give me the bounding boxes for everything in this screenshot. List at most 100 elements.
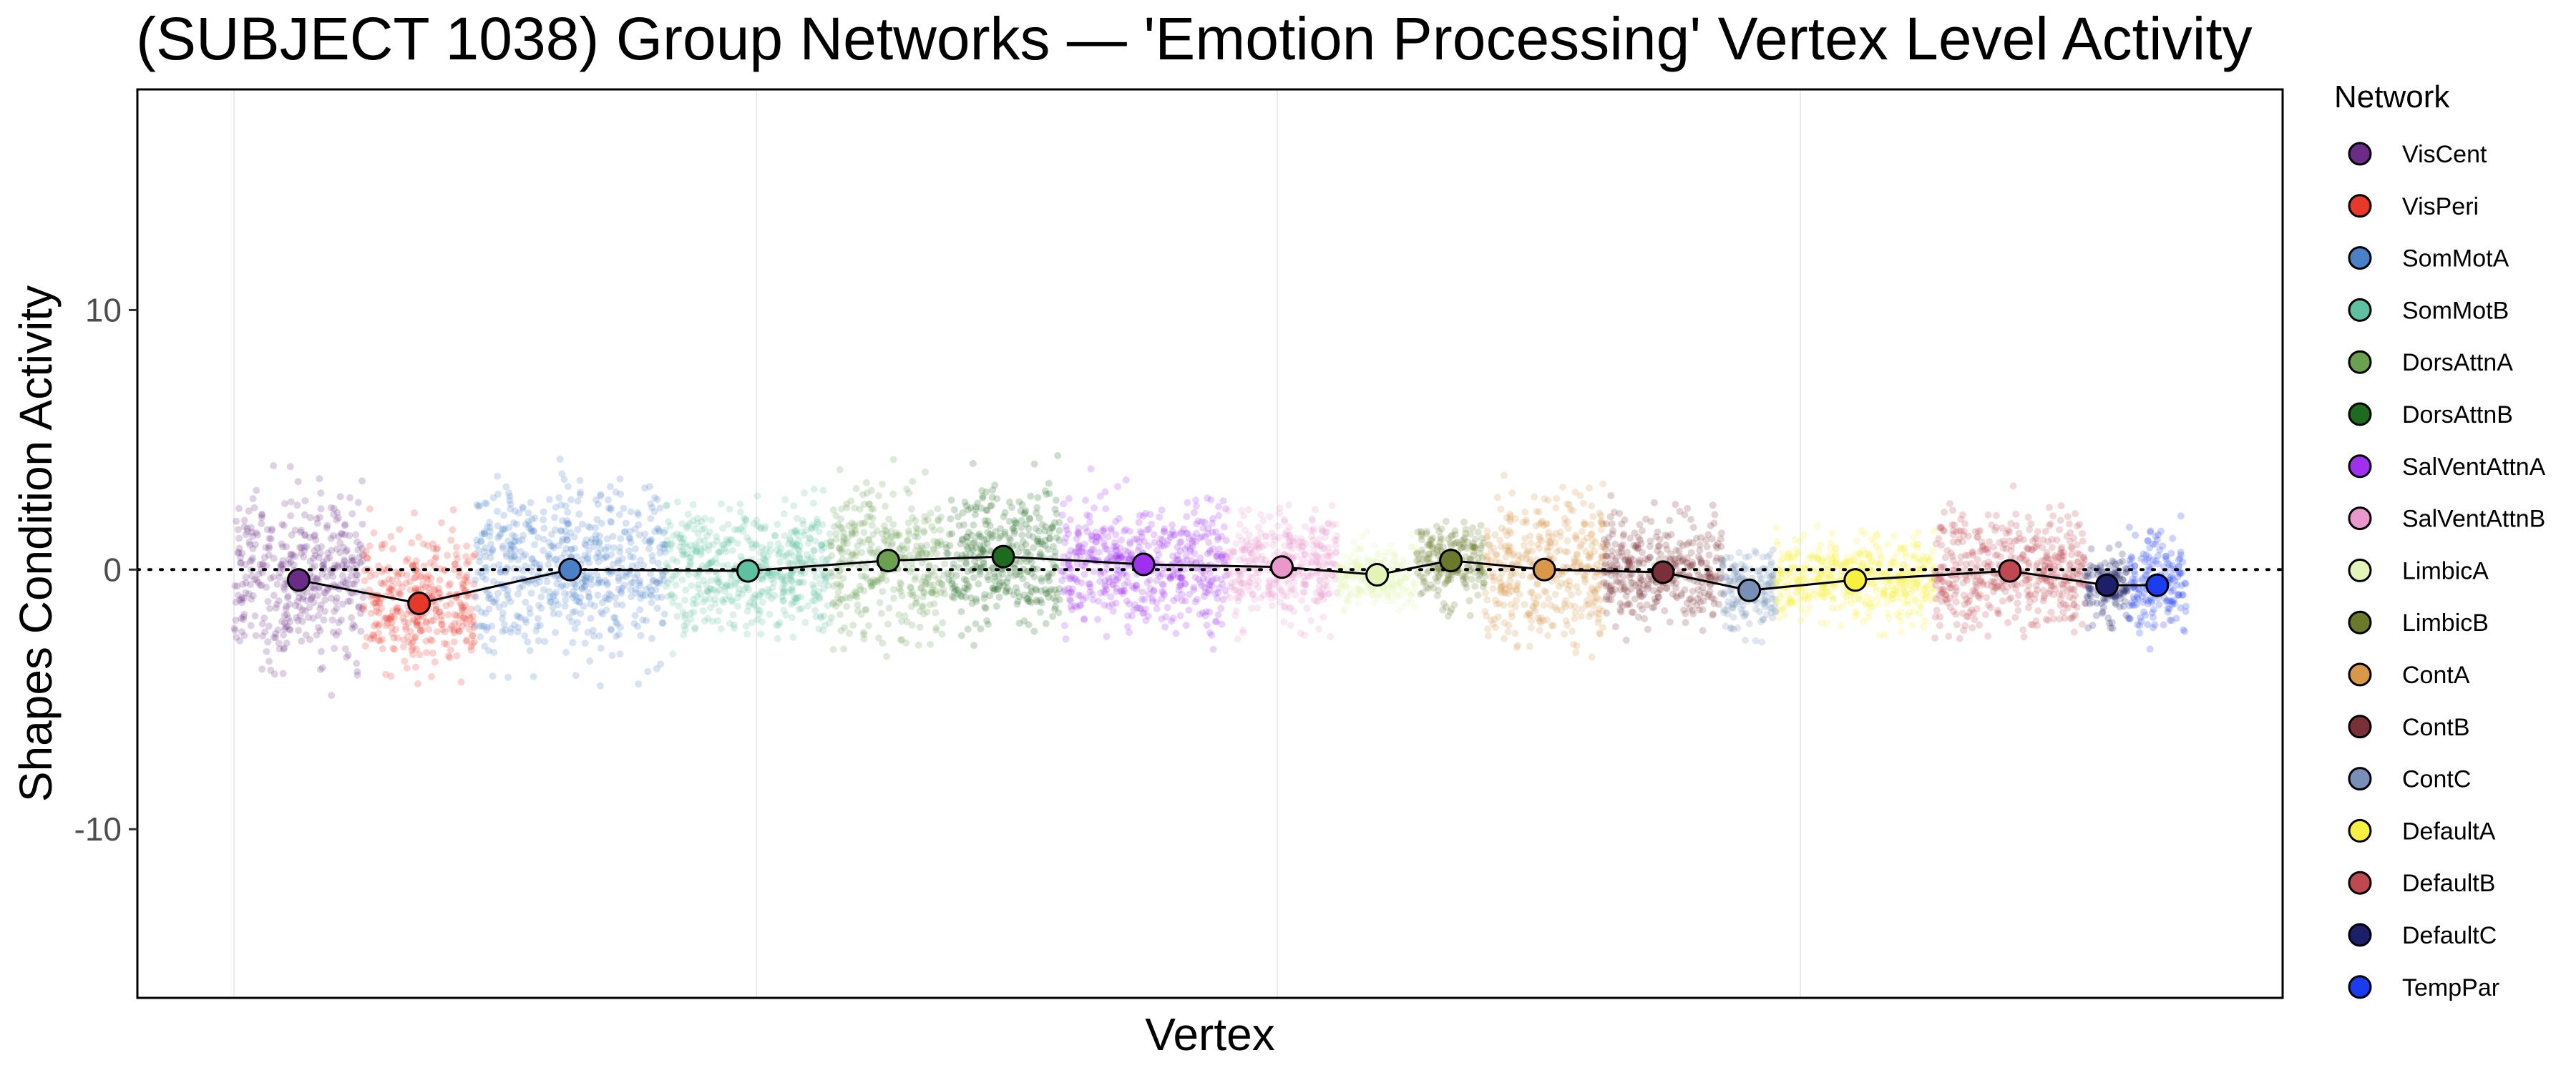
- vertex-point: [817, 542, 825, 549]
- vertex-point: [691, 525, 698, 533]
- vertex-point: [772, 571, 780, 579]
- vertex-point: [489, 494, 497, 501]
- vertex-point: [943, 549, 951, 557]
- vertex-point: [286, 625, 293, 633]
- vertex-point: [1020, 591, 1028, 599]
- vertex-point: [693, 573, 701, 581]
- vertex-point: [1345, 572, 1352, 580]
- vertex-point: [776, 549, 784, 557]
- vertex-point: [639, 591, 647, 599]
- vertex-point: [332, 598, 340, 605]
- vertex-point: [860, 500, 868, 508]
- vertex-point: [1397, 574, 1405, 582]
- vertex-point: [555, 601, 562, 609]
- vertex-point: [1273, 577, 1281, 584]
- vertex-point: [1417, 590, 1425, 598]
- vertex-point: [1176, 612, 1184, 619]
- vertex-point: [668, 590, 675, 598]
- vertex-point: [479, 573, 487, 581]
- vertex-point: [947, 571, 955, 579]
- vertex-point: [550, 609, 557, 617]
- vertex-point: [784, 540, 792, 548]
- vertex-point: [390, 634, 398, 642]
- vertex-point: [1042, 619, 1050, 627]
- vertex-point: [267, 535, 275, 543]
- vertex-point: [736, 500, 744, 508]
- vertex-point: [797, 593, 805, 601]
- vertex-point: [580, 602, 587, 610]
- vertex-point: [522, 616, 530, 624]
- vertex-point: [898, 592, 906, 600]
- vertex-point: [677, 535, 685, 542]
- vertex-point: [715, 578, 723, 586]
- vertex-point: [315, 554, 323, 562]
- vertex-point: [1078, 547, 1085, 555]
- vertex-point: [1324, 590, 1332, 598]
- vertex-point: [986, 522, 994, 529]
- vertex-point: [615, 557, 623, 564]
- vertex-point: [1588, 653, 1596, 661]
- vertex-point: [1735, 549, 1743, 557]
- vertex-point: [467, 646, 475, 654]
- vertex-point: [465, 612, 473, 619]
- vertex-point: [438, 620, 446, 628]
- vertex-point: [764, 592, 772, 599]
- vertex-point: [559, 536, 567, 543]
- vertex-point: [449, 526, 457, 534]
- vertex-point: [572, 553, 580, 561]
- vertex-point: [1297, 538, 1304, 546]
- vertex-point: [1239, 626, 1247, 634]
- vertex-point: [1106, 578, 1113, 586]
- vertex-point: [1048, 569, 1056, 577]
- vertex-point: [919, 544, 927, 552]
- vertex-point: [642, 592, 650, 599]
- vertex-point: [1123, 597, 1131, 605]
- vertex-point: [1896, 613, 1903, 621]
- vertex-point: [587, 600, 595, 608]
- vertex-point: [987, 501, 995, 509]
- vertex-point: [799, 520, 807, 528]
- vertex-point: [1063, 526, 1070, 534]
- vertex-point: [729, 611, 737, 619]
- vertex-point: [1392, 562, 1400, 569]
- vertex-point: [1721, 588, 1729, 596]
- vertex-point: [756, 558, 763, 566]
- vertex-point: [441, 640, 448, 647]
- vertex-point: [862, 479, 870, 486]
- vertex-point: [495, 561, 503, 569]
- vertex-point: [920, 589, 928, 597]
- vertex-point: [984, 529, 992, 536]
- vertex-point: [275, 574, 283, 582]
- vertex-point: [1297, 629, 1304, 637]
- network-points-VisPeri: [360, 505, 479, 687]
- vertex-point: [1299, 555, 1307, 563]
- vertex-point: [1298, 542, 1306, 550]
- vertex-point: [1727, 554, 1735, 562]
- vertex-point: [329, 572, 337, 580]
- vertex-point: [265, 542, 273, 550]
- vertex-point: [903, 618, 911, 626]
- vertex-point: [465, 558, 472, 566]
- vertex-point: [1170, 531, 1177, 539]
- vertex-point: [473, 536, 481, 544]
- vertex-point: [309, 573, 317, 581]
- vertex-point: [232, 598, 240, 606]
- vertex-point: [250, 504, 258, 511]
- vertex-point: [298, 544, 305, 552]
- vertex-point: [941, 560, 949, 568]
- vertex-point: [1318, 592, 1325, 599]
- vertex-point: [530, 527, 538, 535]
- vertex-point: [499, 614, 506, 622]
- vertex-point: [776, 558, 784, 566]
- vertex-point: [513, 520, 520, 528]
- vertex-point: [713, 533, 721, 540]
- vertex-point: [1112, 542, 1120, 550]
- vertex-point: [912, 599, 920, 607]
- vertex-point: [935, 575, 942, 583]
- vertex-point: [1224, 559, 1232, 567]
- vertex-point: [409, 562, 416, 569]
- vertex-point: [358, 557, 366, 565]
- vertex-point: [862, 606, 869, 614]
- vertex-point: [683, 543, 691, 551]
- vertex-point: [882, 577, 890, 584]
